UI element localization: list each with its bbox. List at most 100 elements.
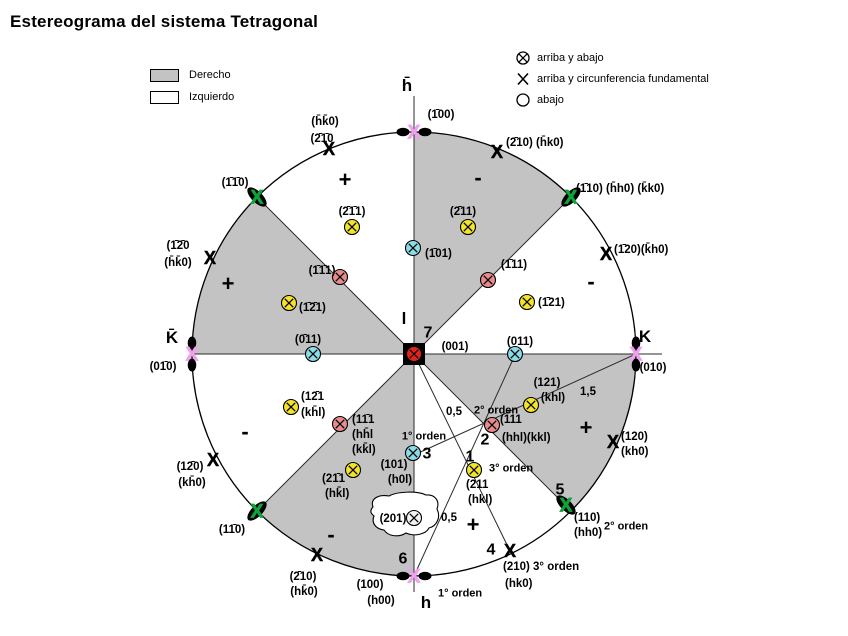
izquierdo-label: Izquierdo [189,91,235,103]
miller-label: (kh̄l) [301,407,325,419]
miller-label: (01̄0) [150,361,177,373]
miller-label: (011) [507,336,533,348]
miller-label: (0̄11) [295,334,321,346]
miller-label: (hkl) [468,494,492,506]
legend-row-arriba-abajo: arriba y abajo [514,47,709,68]
miller-label: (210) 3° orden [503,561,579,573]
twofold-lens [631,336,641,350]
legend-projection: Derecho Izquierdo [150,64,234,108]
sector-sign: + [222,271,235,296]
axis-zone-line [413,354,516,577]
sector-sign: + [339,167,352,192]
twofold-lens [187,336,197,350]
pole-x [335,419,345,429]
sector-sign: - [587,269,594,294]
pink-x-marker: X [408,567,421,588]
sector-gray [414,132,571,354]
pink-x-marker: X [630,345,643,366]
miller-label: (h00) [367,595,395,607]
axis-label: K̄ [166,328,179,347]
miller-label: (1̄2̄1) [299,302,326,314]
miller-label: (hhl)(kkl) [502,432,551,444]
green-x-marker: X [560,496,573,517]
pole-x [510,349,520,359]
green-x-marker: X [251,188,264,209]
twofold-lens [396,571,410,581]
miller-label: 0,5 [441,512,458,524]
legend-row-circunferencia: arriba y circunferencia fundamental [514,68,709,89]
pole-x [522,297,532,307]
pole-x [463,222,473,232]
pole-x [409,513,419,523]
miller-label: (1̄00) [428,109,455,121]
miller-label: (010) [640,362,667,374]
miller-label: (kk̄l) [352,444,376,456]
derecho-label: Derecho [189,69,231,81]
miller-label: (120) [621,431,648,443]
legend-row-abajo: abajo [514,89,709,110]
circumference-x-marker: X [311,545,323,565]
miller-label: (1̄1̄1) [309,265,336,277]
miller-label: (111 [500,414,522,426]
miller-label: 0,5 [446,406,463,418]
twofold-lens [187,358,197,372]
pole-x [286,402,296,412]
legend-row-izquierdo: Izquierdo [150,86,234,108]
miller-label: (21̄1 [322,473,346,485]
green-x-marker: X [251,502,264,523]
miller-label: (001) [442,341,469,353]
miller-label: (1̄20)(k̄h0) [614,244,668,256]
miller-label: (hk̄l) [325,488,349,500]
sector-sign: + [580,415,593,440]
twofold-lens [247,187,267,207]
circumference-x-marker: X [504,541,516,561]
twofold-lens [556,495,576,515]
miller-label: (hh0) [574,527,602,539]
miller-label: 2° orden [474,405,518,417]
miller-label: (121) [534,377,561,389]
miller-label: 3° orden [489,463,533,475]
pole-x [408,448,418,458]
green-x-marker: X [565,188,578,209]
axis-label: h̄ [402,76,412,95]
twofold-lens [418,571,432,581]
twofold-lens [396,127,410,137]
zone-number: 1 [466,449,475,466]
pole-x [408,243,418,253]
pole-x [483,275,493,285]
sector-sign: - [327,522,334,547]
abajo-icon [514,92,531,108]
miller-label: (2̄1̄1) [339,206,366,218]
miller-label: (12̄1 [301,391,325,403]
abajo-label: abajo [537,93,564,106]
twofold-lens [631,358,641,372]
miller-label: (hh̄l [352,429,373,441]
sector-sign: + [467,512,480,537]
miller-label: (2̄10) [290,571,317,583]
pole-x [347,222,357,232]
miller-label: (1̄1̄0) [222,177,249,189]
axis-zone-line [413,353,511,552]
miller-label: (h̄k̄0) [311,116,339,128]
sector-sign: - [474,165,481,190]
circumference-x-marker: X [491,142,503,162]
miller-label: (101) [381,459,408,471]
circumference-x-marker: X [600,244,612,264]
axis-label: l [402,309,407,328]
pole-x [284,298,294,308]
miller-label: (1̄2̄0 [166,240,189,252]
sector-gray [414,354,636,511]
miller-label: (211 [466,479,489,491]
miller-label: (11̄0) [219,524,245,536]
legend-row-derecho: Derecho [150,64,234,86]
pink-x-marker: X [408,123,421,144]
axis-label: K [639,327,652,346]
twofold-lens [247,501,267,521]
pole-x [335,272,345,282]
miller-label: (100) [357,579,384,591]
miller-label: (khl) [541,392,565,404]
miller-label: (h̄k̄0) [164,257,192,269]
miller-label: (1̄01) [425,248,452,260]
pole-x [487,420,497,430]
